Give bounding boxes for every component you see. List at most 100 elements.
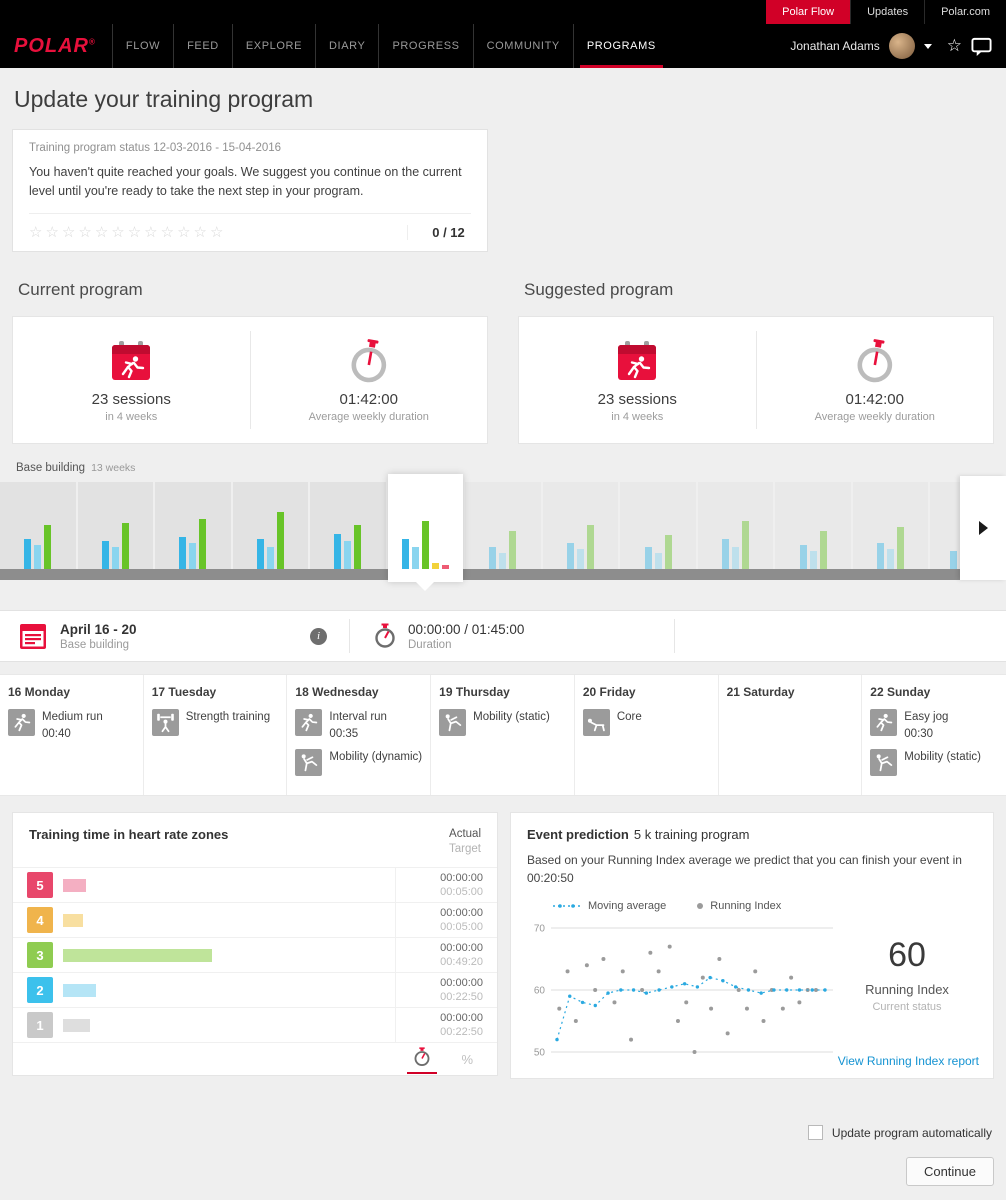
zone-bar-track — [63, 913, 395, 927]
chart-legend: Moving average Running Index — [527, 900, 977, 912]
zone-badge: 2 — [27, 977, 53, 1003]
avatar[interactable] — [888, 33, 915, 59]
timeline-bar — [199, 519, 207, 569]
timeline-week[interactable] — [775, 482, 851, 569]
timeline-bar — [334, 534, 342, 569]
timeline-week[interactable] — [310, 482, 386, 569]
running-index-report-link[interactable]: View Running Index report — [837, 1054, 979, 1068]
timeline-bar — [819, 531, 827, 569]
percent-view-tab[interactable]: % — [461, 1051, 473, 1067]
zone-rows: 5 00:00:00 00:05:00 4 00:00:00 00:05:00 3 00:00… — [13, 867, 497, 1042]
chevron-down-icon[interactable] — [923, 43, 932, 49]
time-view-tab[interactable] — [407, 1044, 438, 1074]
info-icon[interactable]: i — [310, 627, 327, 645]
timeline-week[interactable] — [232, 482, 309, 569]
favorite-icon[interactable]: ☆ — [946, 36, 962, 55]
nav-item-diary[interactable]: DIARY — [315, 24, 378, 68]
session-item[interactable]: Strength training — [151, 709, 279, 736]
session-name: Core — [616, 711, 642, 723]
continue-button[interactable]: Continue — [905, 1157, 994, 1186]
stopwatch-small-icon — [372, 623, 398, 649]
day-header: 16 Monday — [8, 685, 71, 699]
session-texts: Core — [617, 709, 642, 736]
session-texts: Strength training — [186, 709, 270, 736]
svg-text:70: 70 — [534, 924, 546, 935]
timeline-weeks — [0, 474, 1006, 591]
session-item[interactable]: Mobility (static) — [870, 749, 998, 776]
timeline-week[interactable] — [697, 482, 774, 569]
session-item[interactable]: Medium run 00:40 — [8, 709, 135, 740]
timeline-week[interactable] — [0, 482, 76, 569]
topbar-items: Polar Flow Updates Polar.com — [766, 0, 1006, 24]
timeline-bar — [189, 543, 197, 569]
stopwatch-icon — [852, 338, 898, 384]
timeline-week-selected[interactable] — [387, 474, 464, 591]
zone-row: 1 00:00:00 00:22:50 — [13, 1007, 497, 1042]
timeline-week[interactable] — [155, 482, 231, 569]
event-title-bold: Event prediction — [527, 827, 629, 842]
session-name: Easy jog — [904, 711, 949, 723]
auto-update-checkbox[interactable] — [807, 1125, 823, 1140]
session-item[interactable]: Easy jog 00:30 — [870, 709, 998, 740]
timeline-week[interactable] — [852, 482, 929, 569]
current-sessions-stat: 23 sessions in 4 weeks — [13, 317, 250, 443]
timeline-week[interactable] — [465, 482, 541, 569]
selected-week-pointer — [416, 582, 435, 591]
timeline-bar — [111, 547, 119, 569]
zone-times: 00:00:00 00:05:00 — [395, 868, 497, 902]
week-duration: 00:00:00 / 01:45:00 — [408, 621, 525, 637]
timeline-next-button[interactable] — [960, 476, 1006, 580]
arrow-right-icon — [978, 521, 988, 535]
nav-item-community[interactable]: COMMUNITY — [472, 24, 573, 68]
week-detail-texts: April 16 - 20 Base building — [60, 622, 310, 651]
zone-badge: 5 — [27, 872, 53, 898]
actual-column-label: Actual — [449, 828, 481, 840]
session-item[interactable]: Core — [582, 709, 710, 736]
hr-zones-title: Training time in heart rate zones — [29, 827, 229, 842]
run-icon — [295, 709, 323, 736]
week-detail-bar: April 16 - 20 Base building i 00:00:00 /… — [0, 610, 1006, 662]
session-item[interactable]: Mobility (static) — [439, 709, 566, 736]
mobility-icon — [295, 749, 323, 776]
timeline-bar — [509, 531, 517, 569]
message-bubble-icon[interactable] — [971, 36, 992, 57]
zone-times: 00:00:00 00:49:20 — [395, 938, 497, 972]
day-column: 18 Wednesday Interval run 00:35 Mobility (d… — [287, 675, 432, 795]
week-phase: Base building — [60, 638, 130, 651]
session-name: Mobility (static) — [473, 711, 550, 723]
polar-logo[interactable]: POLAR® — [14, 35, 96, 58]
nav-item-explore[interactable]: EXPLORE — [231, 24, 315, 68]
timeline-bar — [799, 545, 807, 569]
topbar-item-polar-flow[interactable]: Polar Flow — [766, 0, 851, 24]
zone-times: 00:00:00 00:22:50 — [395, 973, 497, 1007]
user-name[interactable]: Jonathan Adams — [790, 39, 880, 53]
day-column: 17 Tuesday Strength training — [144, 675, 288, 795]
topbar-item-polar-com[interactable]: Polar.com — [924, 0, 1006, 24]
day-header: 19 Thursday — [439, 685, 510, 699]
nav-item-progress[interactable]: PROGRESS — [378, 24, 472, 68]
zone-row: 2 00:00:00 00:22:50 — [13, 972, 497, 1007]
svg-text:50: 50 — [534, 1048, 546, 1059]
timeline-bar — [276, 512, 284, 569]
week-days: 16 Monday Medium run 00:40 17 Tuesday Streng… — [0, 674, 1006, 796]
zone-target-time: 00:22:50 — [440, 991, 483, 1003]
nav-item-flow[interactable]: FLOW — [111, 24, 173, 68]
strength-icon — [151, 709, 179, 736]
topbar-item-updates[interactable]: Updates — [850, 0, 924, 24]
timeline-week[interactable] — [77, 482, 154, 569]
timeline-bar — [411, 547, 419, 569]
running-index-value: 60 — [888, 936, 926, 974]
nav-item-programs[interactable]: PROGRAMS — [572, 24, 669, 68]
moving-average-legend-label: Moving average — [588, 900, 667, 912]
star-icon: ☆ — [61, 224, 79, 241]
timeline-week[interactable] — [542, 482, 619, 569]
nav-item-feed[interactable]: FEED — [173, 24, 232, 68]
current-duration-stat: 01:42:00 Average weekly duration — [251, 317, 488, 443]
main-nav: POLAR® FLOW FEED EXPLORE DIARY PROGRESS COMMU… — [0, 24, 1006, 68]
session-item[interactable]: Interval run 00:35 — [295, 709, 422, 740]
day-column: 21 Saturday — [719, 675, 863, 795]
timeline-week[interactable] — [620, 482, 696, 569]
event-prediction-body: Based on your Running Index average we p… — [527, 853, 962, 885]
calendar-list-icon — [18, 621, 48, 651]
session-item[interactable]: Mobility (dynamic) — [295, 749, 422, 776]
